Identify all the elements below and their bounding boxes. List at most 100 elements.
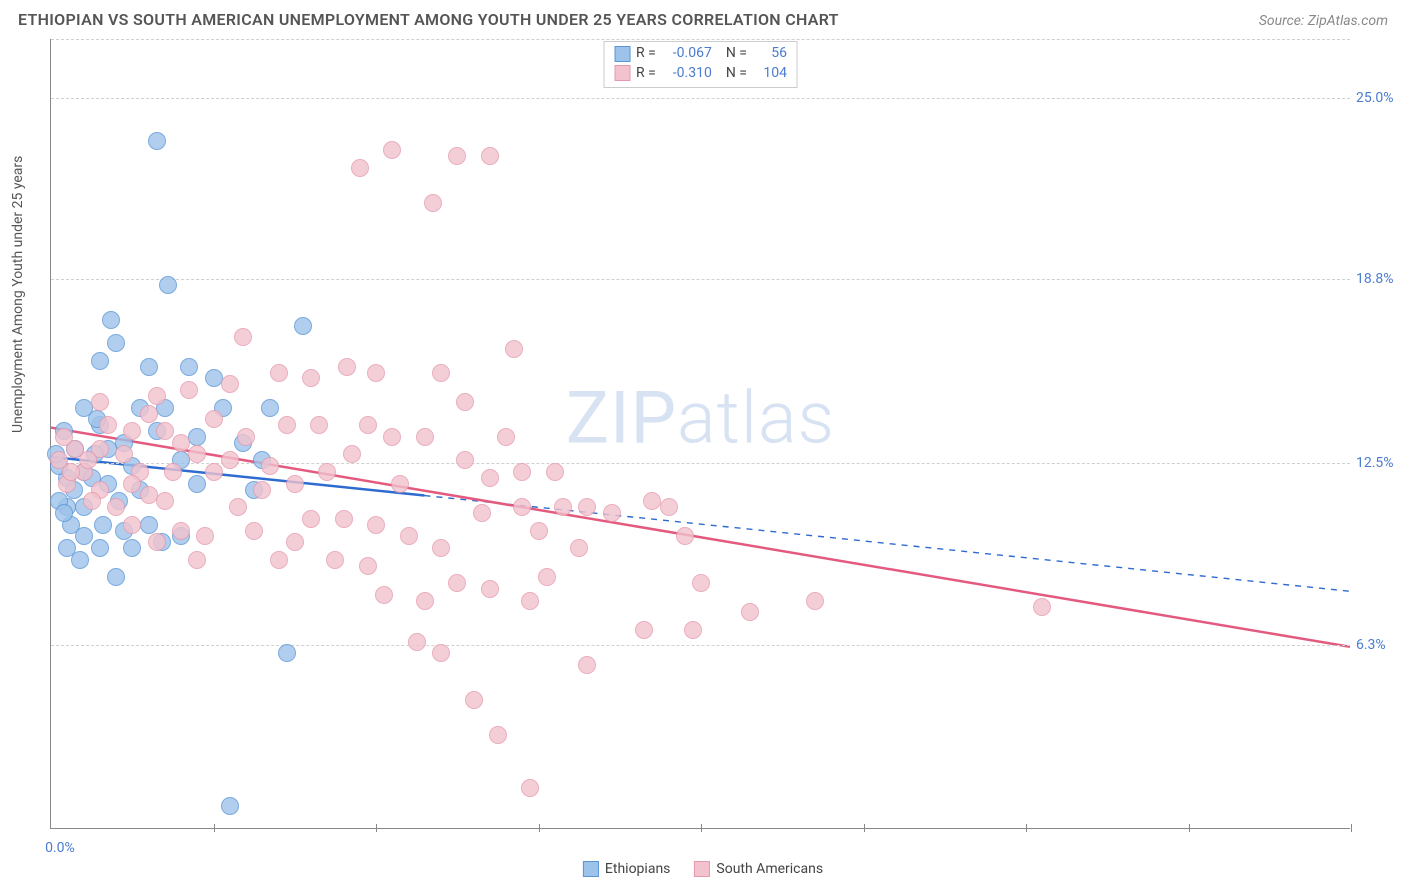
scatter-point [123,422,141,440]
scatter-point [140,516,158,534]
scatter-point [359,557,377,575]
scatter-point [367,364,385,382]
scatter-plot: ZIPatlas R =-0.067N =56R =-0.310N =104 0… [50,39,1350,829]
scatter-point [58,539,76,557]
x-axis-tick [1351,824,1352,832]
scatter-point [432,539,450,557]
scatter-point [156,492,174,510]
series-swatch [614,65,630,81]
scatter-point [456,451,474,469]
scatter-point [603,504,621,522]
scatter-point [188,428,206,446]
r-value: -0.067 [662,44,712,64]
scatter-point [50,451,68,469]
x-axis-tick [864,824,865,832]
scatter-point [513,498,531,516]
n-value: 104 [753,64,787,84]
scatter-point [416,592,434,610]
y-axis-tick-label: 12.5% [1356,455,1394,471]
y-axis-tick-label: 25.0% [1356,90,1394,106]
scatter-point [234,328,252,346]
scatter-point [546,463,564,481]
scatter-point [221,451,239,469]
legend-swatch [694,861,710,877]
scatter-point [456,393,474,411]
scatter-point [79,451,97,469]
gridline [51,463,1350,464]
chart-header: ETHIOPIAN VS SOUTH AMERICAN UNEMPLOYMENT… [0,0,1406,33]
scatter-point [473,504,491,522]
scatter-point [302,369,320,387]
scatter-point [148,387,166,405]
scatter-point [489,726,507,744]
x-axis-tick [1026,824,1027,832]
gridline [51,645,1350,646]
scatter-point [140,405,158,423]
scatter-point [684,621,702,639]
scatter-point [107,568,125,586]
scatter-point [140,358,158,376]
scatter-point [188,475,206,493]
scatter-point [286,475,304,493]
scatter-point [570,539,588,557]
scatter-point [102,311,120,329]
scatter-point [188,445,206,463]
scatter-point [310,416,328,434]
scatter-point [123,475,141,493]
scatter-point [692,574,710,592]
r-label: R = [636,64,656,84]
scatter-point [229,498,247,516]
y-axis-tick-label: 18.8% [1356,271,1394,287]
scatter-point [400,527,418,545]
scatter-point [432,644,450,662]
scatter-point [196,527,214,545]
scatter-point [148,533,166,551]
scatter-point [338,358,356,376]
scatter-point [521,779,539,797]
scatter-point [326,551,344,569]
n-label: N = [726,64,747,84]
scatter-point [294,317,312,335]
x-axis-tick [701,824,702,832]
scatter-point [554,498,572,516]
source-attribution: Source: ZipAtlas.com [1259,13,1388,29]
scatter-point [261,457,279,475]
scatter-point [75,527,93,545]
x-axis-tick [214,824,215,832]
scatter-point [270,551,288,569]
scatter-point [221,375,239,393]
scatter-point [123,539,141,557]
x-axis-tick [376,824,377,832]
scatter-point [159,276,177,294]
scatter-point [1033,598,1051,616]
scatter-point [55,428,73,446]
scatter-point [107,334,125,352]
scatter-point [261,399,279,417]
stats-row: R = -0.310 N = 104 [614,64,787,84]
scatter-point [91,539,109,557]
scatter-point [481,147,499,165]
x-axis-tick [539,824,540,832]
scatter-point [164,463,182,481]
scatter-point [578,498,596,516]
r-label: R = [636,44,656,64]
scatter-point [221,797,239,815]
gridline [51,39,1350,40]
scatter-point [505,340,523,358]
scatter-point [359,416,377,434]
x-axis-tick [1189,824,1190,832]
scatter-point [253,481,271,499]
legend-swatch [583,861,599,877]
scatter-point [180,358,198,376]
scatter-point [237,428,255,446]
r-value: -0.310 [662,64,712,84]
scatter-point [578,656,596,674]
scatter-point [302,510,320,528]
watermark-bold: ZIP [566,375,677,460]
scatter-point [351,159,369,177]
chart-container: Unemployment Among Youth under 25 years … [0,33,1406,889]
scatter-point [424,194,442,212]
scatter-point [107,498,125,516]
scatter-point [172,522,190,540]
legend-label: South Americans [716,861,823,877]
